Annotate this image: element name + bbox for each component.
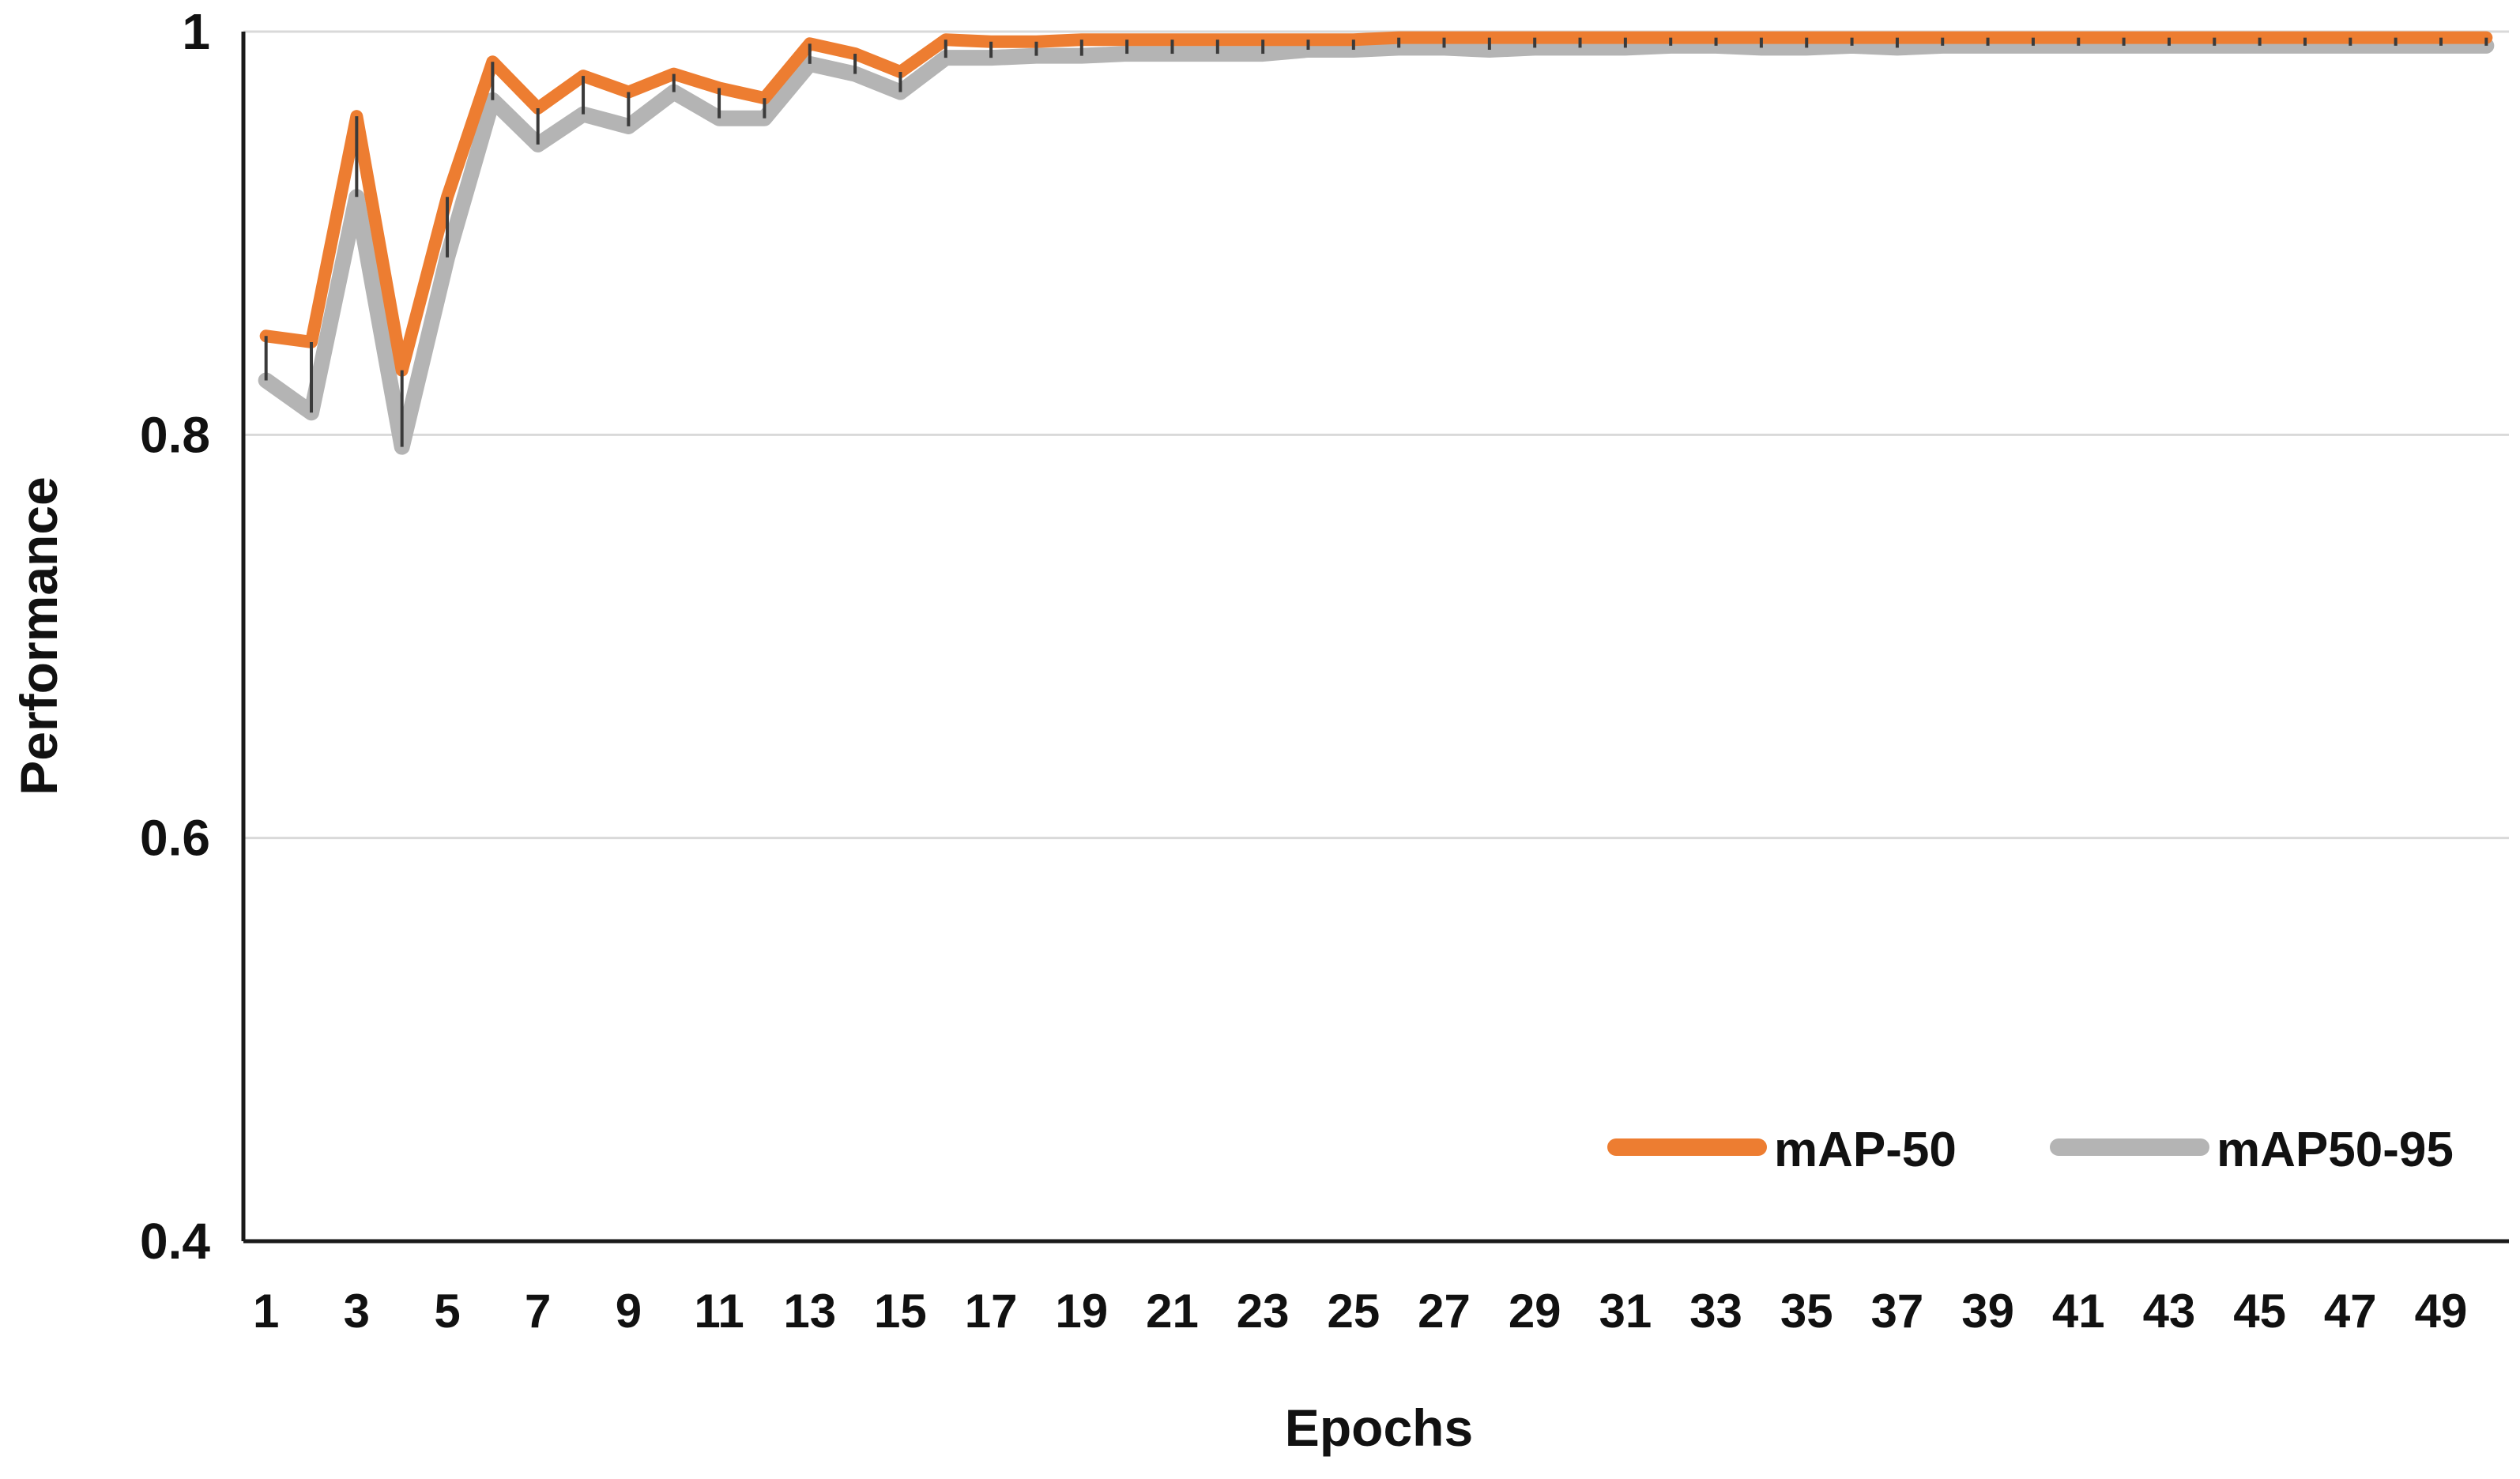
x-tick-label: 37: [1871, 1285, 1924, 1338]
series-lines: [258, 31, 2495, 455]
axes: [241, 32, 2509, 1244]
x-tick-label: 7: [525, 1285, 551, 1338]
x-tick-label: 9: [616, 1285, 642, 1338]
x-tick-label: 13: [783, 1285, 836, 1338]
y-tick-label: 1: [182, 3, 210, 60]
x-tick-labels: 1 3 5 7 9 11 13 15 17 19 21 23 25 27 29 31 33 35 37 39 41 43 4…: [253, 1285, 2467, 1338]
x-tick-label: 41: [2052, 1285, 2105, 1338]
y-tick-label: 0.8: [140, 406, 210, 463]
x-tick-label: 47: [2324, 1285, 2377, 1338]
x-axis-title: Epochs: [1285, 1398, 1473, 1457]
x-tick-label: 23: [1237, 1285, 1290, 1338]
gridlines: [243, 30, 2509, 840]
high-low-lines: [264, 37, 2488, 447]
x-tick-label: 19: [1055, 1285, 1108, 1338]
x-tick-label: 27: [1418, 1285, 1471, 1338]
series-line-map50: [259, 31, 2493, 377]
x-tick-label: 39: [1961, 1285, 2014, 1338]
legend-label-map50-95: mAP50-95: [2217, 1123, 2454, 1177]
x-tick-label: 49: [2415, 1285, 2468, 1338]
x-tick-label: 43: [2143, 1285, 2196, 1338]
x-tick-label: 17: [965, 1285, 1018, 1338]
x-tick-label: 29: [1509, 1285, 1561, 1338]
x-tick-label: 25: [1327, 1285, 1380, 1338]
x-tick-label: 5: [434, 1285, 460, 1338]
y-tick-label: 0.4: [140, 1213, 210, 1270]
legend: mAP-50 mAP50-95: [1607, 1123, 2454, 1177]
x-tick-label: 35: [1780, 1285, 1833, 1338]
x-tick-label: 45: [2233, 1285, 2286, 1338]
y-axis-title: Performance: [9, 476, 68, 796]
series-line-map50-95: [258, 37, 2495, 455]
x-tick-label: 31: [1599, 1285, 1652, 1338]
x-tick-label: 21: [1146, 1285, 1199, 1338]
y-tick-label: 0.6: [140, 810, 210, 867]
x-tick-label: 15: [874, 1285, 927, 1338]
x-tick-label: 3: [344, 1285, 370, 1338]
legend-label-map50: mAP-50: [1774, 1123, 1957, 1177]
y-tick-labels: 0.4 0.6 0.8 1: [140, 3, 210, 1270]
x-tick-label: 33: [1689, 1285, 1742, 1338]
x-tick-label: 1: [253, 1285, 279, 1338]
x-tick-label: 11: [694, 1285, 744, 1338]
